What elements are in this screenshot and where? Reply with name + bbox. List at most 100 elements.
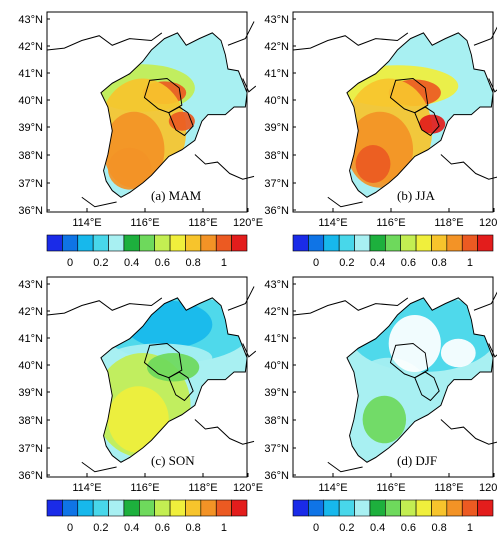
neighbor-outline xyxy=(227,286,255,311)
colorbar-swatch xyxy=(169,499,186,517)
lat-label: 40°N xyxy=(264,95,289,107)
colorbar-swatch xyxy=(200,234,217,252)
lat-label: 39°N xyxy=(264,122,289,134)
lat-label: 37°N xyxy=(18,178,43,190)
colorbar-swatch xyxy=(461,234,478,252)
colorbar-swatch xyxy=(369,499,386,517)
neighbor-outline xyxy=(227,21,255,46)
colorbar-label: 0.2 xyxy=(339,522,354,534)
neighbor-outline xyxy=(194,154,255,180)
colorbar-swatch xyxy=(185,499,202,517)
colorbar-label: 1 xyxy=(221,257,227,269)
colorbar-label: 0.6 xyxy=(401,257,416,269)
colorbar-swatch xyxy=(292,499,309,517)
colorbar-swatch xyxy=(446,499,463,517)
colorbar-swatch xyxy=(338,499,355,517)
beijing-outline xyxy=(389,77,429,114)
colorbar-swatch xyxy=(461,499,478,517)
lat-label: 41°N xyxy=(264,333,289,345)
colorbar-label: 0.8 xyxy=(186,522,201,534)
colorbar-label: 0.4 xyxy=(124,257,139,269)
lon-label: 114°E xyxy=(72,217,101,229)
colorbar-label: 0 xyxy=(313,522,319,534)
neighbor-outline xyxy=(473,291,497,311)
map-panel: 43°N 42°N 41°N 40°N 39°N 38°N 37°N 36°N 114°E 116… xyxy=(18,11,263,269)
colorbar-label: 0.8 xyxy=(186,257,201,269)
lon-label: 120°E xyxy=(233,482,263,494)
colorbar-swatch xyxy=(123,234,140,252)
colorbar: 0 0.2 0.4 0.6 0.8 1 xyxy=(292,234,494,269)
colorbar-swatch xyxy=(46,234,63,252)
colorbar-swatch xyxy=(369,234,386,252)
colorbar-label: 0.8 xyxy=(432,522,447,534)
lat-label: 40°N xyxy=(18,95,43,107)
lon-label: 118°E xyxy=(434,482,463,494)
colorbar-label: 0.2 xyxy=(93,257,108,269)
lon-label: 114°E xyxy=(72,482,101,494)
colorbar-swatch xyxy=(215,499,232,517)
lat-label: 41°N xyxy=(264,68,289,80)
colorbar-swatch xyxy=(108,234,125,252)
beijing-outline xyxy=(143,342,183,379)
colorbar-label: 0 xyxy=(67,522,73,534)
lat-label: 36°N xyxy=(264,470,289,482)
boundaries xyxy=(46,21,257,208)
lat-label: 43°N xyxy=(264,279,289,291)
neighbor-outline xyxy=(327,461,363,473)
lat-label: 39°N xyxy=(264,387,289,399)
colorbar-swatch xyxy=(108,499,125,517)
colorbar-swatch xyxy=(77,234,94,252)
boundaries xyxy=(292,26,497,208)
lat-label: 40°N xyxy=(18,360,43,372)
beijing-outline xyxy=(389,342,429,379)
neighbor-outline xyxy=(292,32,409,51)
lon-label: 120°E xyxy=(479,217,497,229)
colorbar-swatch xyxy=(308,499,325,517)
colorbar-label: 0 xyxy=(67,257,73,269)
lat-label: 43°N xyxy=(18,14,43,26)
neighbor-outline xyxy=(440,154,497,180)
colorbar-swatch xyxy=(354,499,371,517)
colorbar-swatch xyxy=(92,234,109,252)
neighbor-outline xyxy=(242,343,257,358)
colorbar-swatch xyxy=(185,234,202,252)
neighbor-outline xyxy=(81,196,117,208)
colorbar-swatch xyxy=(385,234,401,252)
colorbar-swatch xyxy=(200,499,217,517)
colorbar-swatch xyxy=(215,234,232,252)
colorbar-swatch xyxy=(323,234,340,252)
colorbar-swatch xyxy=(477,234,494,252)
lon-label: 118°E xyxy=(188,482,217,494)
lat-label: 36°N xyxy=(264,205,289,217)
heat-blob xyxy=(419,114,446,134)
lon-label: 118°E xyxy=(434,217,463,229)
map-area xyxy=(292,276,497,478)
colorbar-swatch xyxy=(123,499,140,517)
neighbor-outline xyxy=(473,26,497,46)
region-outline xyxy=(100,32,248,198)
colorbar-label: 0.6 xyxy=(155,257,170,269)
neighbor-outline xyxy=(327,196,363,208)
colorbar-label: 0.2 xyxy=(339,257,354,269)
lat-label: 43°N xyxy=(18,279,43,291)
tianjin-outline xyxy=(414,371,440,402)
panel-label: (c) SON xyxy=(151,453,195,468)
lat-label: 37°N xyxy=(18,443,43,455)
heat-blob xyxy=(388,315,441,372)
colorbar-swatch xyxy=(385,499,401,517)
colorbar-label: 0.8 xyxy=(432,257,447,269)
colorbar-swatch xyxy=(308,234,325,252)
map-area xyxy=(292,11,497,213)
heat-blob xyxy=(440,338,476,368)
colorbar-label: 0.4 xyxy=(124,522,139,534)
boundaries xyxy=(46,286,257,473)
beijing-outline xyxy=(143,77,183,114)
colorbar-swatch xyxy=(338,234,355,252)
colorbar-swatch xyxy=(415,499,432,517)
neighbor-outline xyxy=(46,297,163,316)
colorbar-swatch xyxy=(77,499,94,517)
neighbor-outline xyxy=(488,78,497,93)
colorbar-swatch xyxy=(400,234,417,252)
lon-label: 120°E xyxy=(479,482,497,494)
lat-label: 38°N xyxy=(264,150,289,162)
